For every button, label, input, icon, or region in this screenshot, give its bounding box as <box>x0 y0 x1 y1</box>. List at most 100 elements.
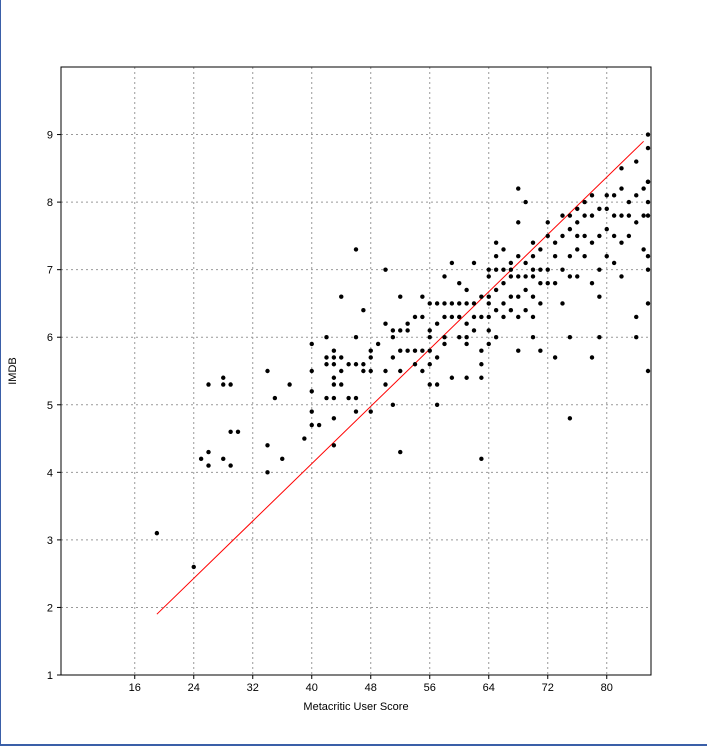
scatter-point <box>309 368 314 374</box>
scatter-point <box>597 233 602 239</box>
scatter-point <box>552 253 558 259</box>
scatter-point <box>516 294 521 299</box>
scatter-point <box>604 206 609 212</box>
x-tick-label: 64 <box>483 682 495 694</box>
scatter-point <box>420 294 425 299</box>
scatter-point <box>457 335 462 340</box>
scatter-point <box>523 260 528 266</box>
scatter-point <box>619 274 624 279</box>
scatter-point <box>501 267 506 272</box>
scatter-point <box>309 389 314 394</box>
scatter-point <box>530 314 536 320</box>
scatter-point <box>545 267 550 272</box>
scatter-point <box>567 416 573 421</box>
scatter-point <box>501 301 506 306</box>
scatter-point <box>339 382 344 387</box>
scatter-point <box>486 267 491 272</box>
y-tick-label: 4 <box>47 467 53 479</box>
scatter-point <box>390 328 396 333</box>
scatter-point <box>368 368 373 374</box>
scatter-point <box>626 213 632 218</box>
scatter-point <box>645 368 651 374</box>
scatter-point <box>434 301 440 306</box>
scatter-point <box>619 240 624 245</box>
scatter-point <box>545 233 550 239</box>
scatter-point <box>567 226 573 232</box>
scatter-point <box>198 456 204 462</box>
scatter-point <box>523 287 528 293</box>
scatter-point <box>228 429 233 434</box>
y-tick-label: 9 <box>47 130 53 142</box>
scatter-point <box>221 382 226 387</box>
scatter-point <box>331 355 337 360</box>
scatter-point <box>442 274 447 279</box>
window-left-border <box>0 0 1 746</box>
scatter-point <box>501 247 506 252</box>
scatter-point <box>228 463 233 468</box>
scatter-point <box>523 308 528 313</box>
scatter-point <box>221 375 226 380</box>
scatter-point <box>412 362 418 367</box>
scatter-point <box>434 321 440 326</box>
scatter-point <box>390 402 396 407</box>
scatter-point <box>508 267 514 272</box>
scatter-point <box>575 233 580 239</box>
scatter-point <box>265 443 270 448</box>
scatter-point <box>560 267 565 272</box>
scatter-point <box>582 213 587 218</box>
scatter-point <box>368 409 373 414</box>
scatter-point <box>427 348 432 353</box>
scatter-point <box>331 375 337 380</box>
scatter-point <box>567 274 573 279</box>
y-tick-label: 8 <box>47 197 53 209</box>
scatter-point <box>538 348 543 353</box>
scatter-point <box>442 314 447 320</box>
scatter-point <box>552 240 558 245</box>
scatter-point <box>516 186 521 191</box>
scatter-point <box>464 301 469 306</box>
scatter-point <box>427 382 432 387</box>
scatter-point <box>530 335 536 340</box>
scatter-point <box>324 395 329 401</box>
scatter-point <box>552 355 558 360</box>
scatter-point <box>464 287 469 293</box>
scatter-point <box>427 335 432 340</box>
scatter-point <box>324 362 329 367</box>
scatter-point <box>427 328 432 333</box>
scatter-point <box>641 247 646 252</box>
x-tick-label: 48 <box>365 682 377 694</box>
scatter-point <box>331 416 337 421</box>
scatter-point <box>619 166 624 171</box>
scatter-point <box>516 253 521 259</box>
scatter-point <box>272 395 278 401</box>
scatter-point <box>645 199 651 205</box>
scatter-point <box>538 280 543 286</box>
scatter-point <box>645 301 651 306</box>
scatter-point <box>479 375 484 380</box>
scatter-point <box>412 348 418 353</box>
scatter-point <box>339 294 344 299</box>
scatter-point <box>645 179 651 185</box>
scatter-point <box>575 247 580 252</box>
scatter-point <box>309 422 314 428</box>
scatter-point <box>508 260 514 266</box>
scatter-point <box>560 213 565 218</box>
scatter-point <box>375 341 381 347</box>
scatter-point <box>508 294 514 299</box>
scatter-point <box>493 308 499 313</box>
scatter-point <box>398 294 403 299</box>
scatter-point <box>331 362 337 367</box>
scatter-point <box>442 301 447 306</box>
scatter-point <box>420 314 425 320</box>
scatter-point <box>331 395 337 401</box>
scatter-point <box>545 220 550 225</box>
scatter-point <box>353 247 359 252</box>
scatter-point <box>449 260 455 266</box>
scatter-point <box>191 564 196 570</box>
scatter-point <box>597 335 602 340</box>
scatter-point <box>538 247 543 252</box>
scatter-point <box>493 335 499 340</box>
x-tick-label: 72 <box>542 682 554 694</box>
scatter-point <box>405 328 410 333</box>
